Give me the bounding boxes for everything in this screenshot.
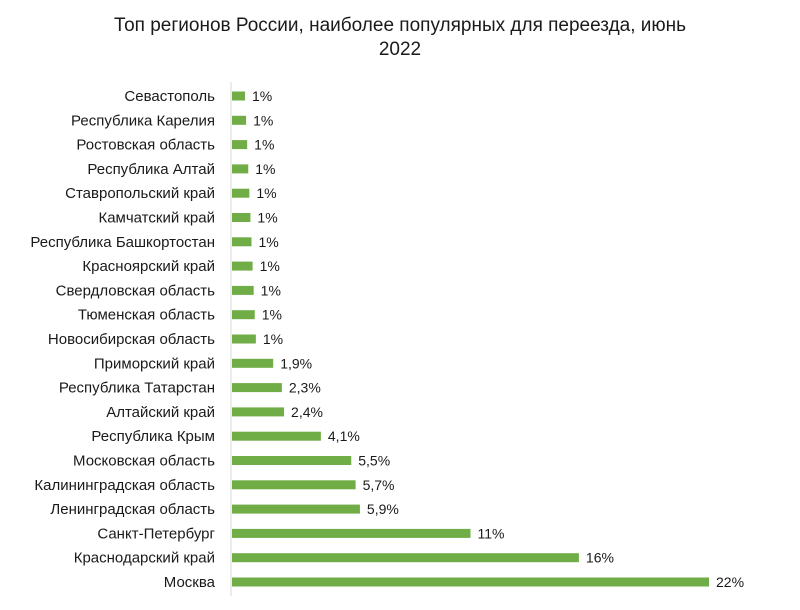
category-label: Санкт-Петербург [97, 525, 215, 542]
category-label: Республика Алтай [87, 161, 215, 178]
bar [232, 310, 255, 320]
category-label: Ростовская область [76, 137, 215, 154]
category-label: Республика Карелия [71, 112, 215, 129]
bar [232, 213, 251, 222]
category-label: Краснодарский край [74, 550, 215, 567]
value-label: 2,3% [289, 380, 321, 396]
value-label: 16% [586, 550, 614, 566]
bar [232, 431, 321, 441]
value-label: 5,7% [363, 477, 395, 493]
value-label: 1% [261, 282, 281, 298]
category-label: Алтайский край [106, 404, 215, 421]
value-label: 1% [254, 137, 274, 153]
value-label: 1,9% [280, 355, 312, 371]
bar [232, 553, 579, 563]
chart-title-line-1: Топ регионов России, наиболее популярных… [113, 15, 687, 36]
category-label: Калининградская область [34, 477, 215, 494]
value-label: 2,4% [291, 404, 323, 420]
category-label: Тюменская область [78, 307, 215, 324]
value-label: 1% [255, 161, 275, 177]
bar [232, 577, 709, 587]
value-label: 22% [716, 574, 744, 590]
category-label: Свердловская область [56, 282, 216, 299]
chart-title: Топ регионов России, наиболее популярных… [0, 14, 800, 62]
bar [232, 383, 282, 393]
value-label: 5,9% [367, 501, 399, 517]
bar [232, 528, 471, 538]
category-label: Новосибирская область [48, 331, 215, 348]
bar [232, 237, 252, 247]
value-label: 11% [478, 525, 505, 541]
value-label: 1% [253, 112, 273, 128]
value-label: 1% [263, 331, 283, 347]
category-label: Красноярский край [82, 258, 215, 275]
category-label: Приморский край [94, 355, 215, 372]
bar [232, 407, 285, 417]
category-label: Ленинградская область [50, 501, 215, 518]
value-labels-group: 1% 1% 1% 1% 1% 1% 1% 1% 1% 1% 1% 1,9% 2,3% 2,4% 4,1% 5,… [252, 88, 744, 590]
category-label: Москва [164, 574, 216, 591]
value-label: 1% [252, 88, 272, 104]
category-label: Республика Татарстан [59, 380, 215, 397]
bar [232, 261, 253, 271]
value-label: 1% [256, 185, 276, 201]
bar [232, 480, 356, 490]
category-label: Камчатский край [98, 210, 215, 227]
category-label: Ставропольский край [65, 185, 215, 202]
chart-title-line-2: 2022 [378, 39, 422, 60]
bar [232, 91, 246, 101]
bars-group [232, 91, 709, 587]
category-label: Московская область [73, 453, 215, 470]
category-label: Республика Башкортостан [30, 234, 215, 251]
category-labels-group: Севастополь Республика Карелия Ростовская … [30, 88, 215, 591]
bar [232, 188, 250, 198]
value-label: 1% [259, 234, 279, 250]
value-label: 1% [260, 258, 280, 274]
bar [232, 285, 254, 295]
bar [232, 115, 247, 125]
value-label: 5,5% [358, 453, 390, 469]
category-label: Республика Крым [91, 428, 215, 445]
bar [232, 456, 352, 465]
value-label: 4,1% [328, 428, 360, 444]
bar [232, 504, 360, 514]
value-label: 1% [257, 210, 277, 226]
bar [232, 164, 249, 174]
category-label: Севастополь [124, 88, 215, 105]
bar [232, 334, 256, 344]
bar [232, 358, 274, 368]
bar [232, 140, 248, 150]
value-label: 1% [262, 307, 282, 323]
